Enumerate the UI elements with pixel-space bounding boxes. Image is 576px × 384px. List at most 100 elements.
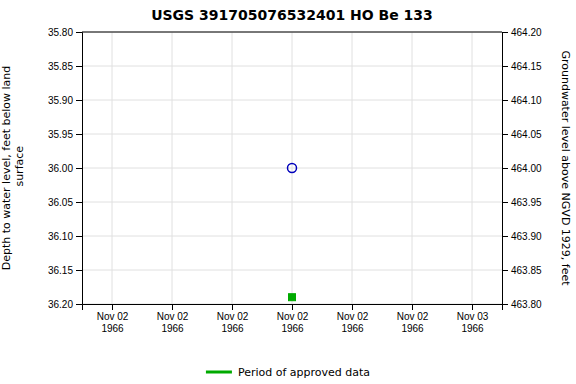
x-tick-label: Nov 021966 (277, 311, 309, 334)
x-tick-label: Nov 021966 (157, 311, 189, 334)
tick-mark (412, 304, 413, 310)
legend-swatch (206, 371, 232, 374)
text-line: 1966 (341, 323, 364, 334)
y2-tick-label: 464.10 (511, 95, 542, 106)
tick-mark (502, 270, 508, 271)
grid-line (472, 32, 473, 304)
y-tick: 36.15 (48, 265, 82, 276)
tick-mark (502, 66, 508, 67)
tick-mark (76, 100, 82, 101)
y2-tick: 464.00 (502, 163, 542, 174)
text-line: 1966 (221, 323, 244, 334)
y2-tick-label: 463.85 (511, 265, 542, 276)
x-tick: Nov 031966 (457, 304, 489, 334)
grid-line (412, 32, 413, 304)
x-tick-label: Nov 021966 (337, 311, 369, 334)
y-tick: 36.05 (48, 197, 82, 208)
y-tick: 36.20 (48, 299, 82, 310)
y2-tick: 463.95 (502, 197, 542, 208)
text-line: Nov 02 (217, 311, 249, 322)
legend-item: Period of approved data (206, 366, 370, 379)
grid (82, 32, 502, 304)
x-tick-label: Nov 021966 (397, 311, 429, 334)
text-line: 1966 (101, 323, 124, 334)
text-line: Nov 02 (277, 311, 309, 322)
y2-tick-label: 463.80 (511, 299, 542, 310)
x-tick: Nov 021966 (217, 304, 249, 334)
tick-mark (76, 304, 82, 305)
tick-mark (76, 270, 82, 271)
y2-tick: 463.85 (502, 265, 542, 276)
y-tick-label: 36.00 (48, 163, 73, 174)
y-tick: 35.90 (48, 95, 82, 106)
y-tick: 35.95 (48, 129, 82, 140)
tick-mark (76, 202, 82, 203)
y-tick-label: 36.05 (48, 197, 73, 208)
tick-mark (352, 304, 353, 310)
title: USGS 391705076532401 HO Be 133 (151, 7, 433, 23)
text-line: 1966 (461, 323, 484, 334)
grid-line (232, 32, 233, 304)
x-tick: Nov 021966 (97, 304, 129, 334)
y-tick-label: 35.95 (48, 129, 73, 140)
y2-tick-label: 464.05 (511, 129, 542, 140)
tick-mark (502, 100, 508, 101)
tick-mark (112, 304, 113, 310)
y2-tick-label: 464.00 (511, 163, 542, 174)
y2-tick: 464.15 (502, 61, 542, 72)
x-tick: Nov 021966 (337, 304, 369, 334)
y-tick: 36.10 (48, 231, 82, 242)
x-tick-label: Nov 021966 (217, 311, 249, 334)
x-tick-label: Nov 021966 (97, 311, 129, 334)
legend: Period of approved data (206, 366, 370, 379)
tick-mark (502, 168, 508, 169)
y2-tick: 464.20 (502, 27, 542, 38)
y2-tick-label: 464.15 (511, 61, 542, 72)
text-line: Nov 02 (157, 311, 189, 322)
grid-line (352, 32, 353, 304)
grid-line (112, 32, 113, 304)
series (288, 164, 297, 173)
text-line: surface (13, 146, 26, 190)
text-line: Nov 02 (97, 311, 129, 322)
series (289, 294, 296, 301)
text-line: Nov 02 (397, 311, 429, 322)
x-tick-label: Nov 031966 (457, 311, 489, 334)
y-axis-label: Depth to water level, feet below land su… (0, 66, 26, 271)
y-tick-label: 36.20 (48, 299, 73, 310)
y-tick-label: 36.10 (48, 231, 73, 242)
x-tick: Nov 021966 (157, 304, 189, 334)
frame-line (82, 32, 502, 33)
point (288, 164, 297, 173)
text-line: 1966 (161, 323, 184, 334)
axis-line (76, 33, 83, 305)
y2-tick-label: 463.90 (511, 231, 542, 242)
tick-mark (76, 66, 82, 67)
x-tick: Nov 021966 (397, 304, 429, 334)
tick-mark (502, 236, 508, 237)
tick-mark (502, 202, 508, 203)
y-tick-label: 35.90 (48, 95, 73, 106)
y2-axis: 463.80 463.85 463.90 463.95 464.00 464.05 464.… (502, 27, 542, 310)
tick-mark (172, 304, 173, 310)
marks (288, 164, 297, 301)
y2-tick: 464.10 (502, 95, 542, 106)
tick-mark (76, 32, 82, 33)
point (289, 294, 296, 301)
text-line: 1966 (281, 323, 304, 334)
y-tick-label: 35.85 (48, 61, 73, 72)
plot: Nov 021966Nov 021966Nov 021966Nov 021966… (0, 27, 572, 334)
y2-axis-label: Groundwater level above NGVD 1929, feet (559, 50, 572, 286)
tick-mark (76, 134, 82, 135)
y2-tick-label: 464.20 (511, 27, 542, 38)
y-axis: 35.8035.8535.9035.9536.0036.0536.1036.15… (48, 27, 83, 310)
tick-mark (76, 168, 82, 169)
y-tick-label: 36.15 (48, 265, 73, 276)
x-axis: Nov 021966Nov 021966Nov 021966Nov 021966… (83, 304, 503, 334)
text-line: 1966 (401, 323, 424, 334)
grid-line (82, 32, 502, 33)
chart: Nov 021966Nov 021966Nov 021966Nov 021966… (0, 0, 576, 384)
tick-mark (502, 304, 508, 305)
tick-mark (292, 304, 293, 310)
tick-mark (502, 134, 508, 135)
